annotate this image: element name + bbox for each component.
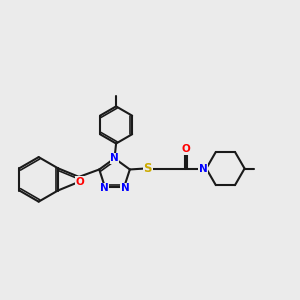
Text: O: O: [76, 177, 84, 187]
Text: N: N: [121, 183, 129, 193]
Text: N: N: [110, 153, 119, 163]
Text: O: O: [182, 144, 190, 154]
Text: S: S: [143, 162, 152, 175]
Text: N: N: [100, 183, 109, 193]
Text: N: N: [199, 164, 208, 173]
